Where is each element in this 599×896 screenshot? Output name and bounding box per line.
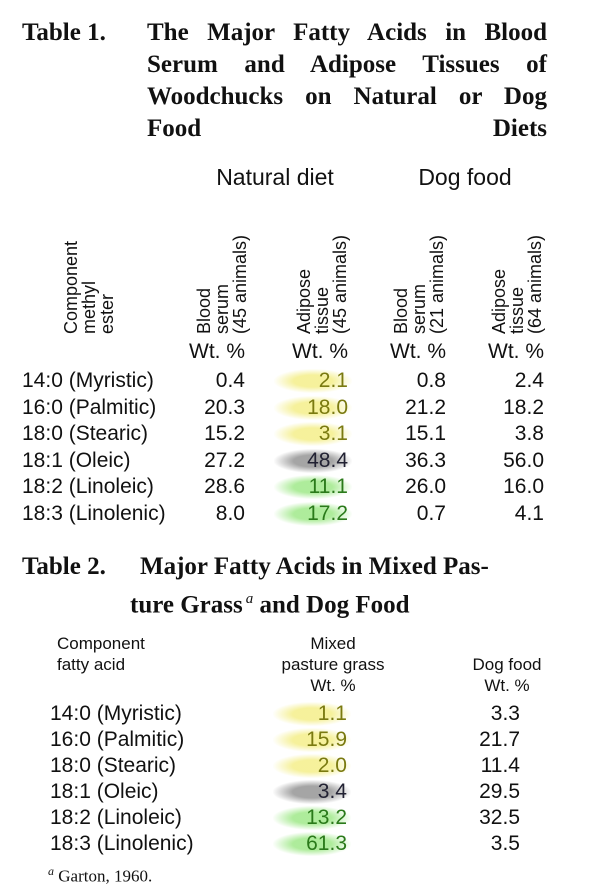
cell: 15.2 xyxy=(204,422,245,445)
cell: 2.0 xyxy=(273,754,351,778)
row-label: 18:0 (Stearic) xyxy=(22,422,149,445)
header-line: ester xyxy=(97,293,117,334)
row-label: 18:1 (Oleic) xyxy=(22,448,131,472)
header-line: Blood xyxy=(391,287,411,334)
footnote-text: Garton, 1960. xyxy=(58,866,153,886)
row-label: 14:0 (Myristic) xyxy=(22,369,154,392)
header-line: (21 animals) xyxy=(427,234,447,334)
row-label: 18:3 (Linolenic) xyxy=(50,832,194,855)
cell: 13.2 xyxy=(273,806,351,830)
cell: 1.1 xyxy=(273,702,351,726)
cell: 2.1 xyxy=(274,369,352,393)
unit-label: Wt. % xyxy=(189,340,245,363)
caption-line: The Major Fatty Acids in Blood xyxy=(147,19,547,46)
row-label: 16:0 (Palmitic) xyxy=(22,395,157,419)
caption-line: Serum and Adipose Tissues of xyxy=(147,51,547,78)
cell: 32.5 xyxy=(479,806,520,829)
cell: 3.8 xyxy=(514,422,544,445)
cell: 11.1 xyxy=(274,475,352,499)
cell: 0.7 xyxy=(416,501,446,525)
cell: 48.4 xyxy=(274,448,352,473)
unit-label: Wt. % xyxy=(488,340,544,363)
group-header: Dog food xyxy=(418,164,512,190)
cell: 3.1 xyxy=(274,422,352,446)
footnote-marker: a xyxy=(48,864,54,878)
cell: 61.3 xyxy=(273,832,351,856)
cell: 0.4 xyxy=(215,369,245,392)
cell: 56.0 xyxy=(503,448,544,472)
group-header: Natural diet xyxy=(216,164,334,190)
row-label: 16:0 (Palmitic) xyxy=(50,728,185,751)
header-line: (45 animals) xyxy=(330,234,350,334)
cell: 4.1 xyxy=(514,501,544,525)
column-header: Wt. % xyxy=(310,676,356,695)
column-header: Blood serum (45 animals) xyxy=(194,234,250,334)
cell: 29.5 xyxy=(479,780,520,803)
table-label: Table 1. xyxy=(22,19,106,46)
header-line: Component xyxy=(61,240,81,334)
cell: 15.9 xyxy=(273,728,351,752)
cell: 3.4 xyxy=(273,780,351,804)
cell: 2.4 xyxy=(514,369,544,392)
header-line: tissue xyxy=(507,286,527,334)
row-label: 18:0 (Stearic) xyxy=(50,754,177,777)
header-line: (45 animals) xyxy=(230,234,250,334)
cell: 3.3 xyxy=(490,702,520,725)
cell: 18.0 xyxy=(274,395,352,420)
row-label: 18:3 (Linolenic) xyxy=(22,501,166,525)
header-line: Adipose xyxy=(294,268,314,334)
row-label: 18:1 (Oleic) xyxy=(50,780,159,803)
cell: 27.2 xyxy=(204,448,245,472)
cell: 16.0 xyxy=(503,475,544,498)
row-header: Component xyxy=(57,634,145,653)
cell: 0.8 xyxy=(416,369,446,392)
row-label: 18:2 (Linoleic) xyxy=(22,475,154,498)
cell: 28.6 xyxy=(204,475,245,498)
header-line: methyl xyxy=(79,280,99,334)
cell: 15.1 xyxy=(405,422,446,445)
cell: 26.0 xyxy=(405,475,446,498)
caption-text: ture Grass xyxy=(130,591,243,619)
column-header: pasture grass xyxy=(281,655,385,674)
cell: 3.5 xyxy=(490,832,520,855)
caption-text: and Dog Food xyxy=(259,591,410,619)
header-line: serum xyxy=(212,283,232,334)
unit-label: Wt. % xyxy=(292,340,348,363)
cell: 18.2 xyxy=(503,395,544,419)
cell: 11.4 xyxy=(480,754,520,777)
column-header: Adipose tissue (64 animals) xyxy=(489,234,545,334)
cell: 36.3 xyxy=(405,448,446,472)
column-header: Dog food xyxy=(472,655,542,674)
unit-label: Wt. % xyxy=(390,340,446,363)
header-line: Blood xyxy=(194,287,214,334)
header-line: Adipose xyxy=(489,268,509,334)
footnote-marker: a xyxy=(245,591,254,607)
row-label: 14:0 (Myristic) xyxy=(50,702,182,725)
caption-line: Major Fatty Acids in Mixed Pas- xyxy=(140,553,489,580)
cell: 21.7 xyxy=(479,728,520,751)
column-header: Mixed xyxy=(310,634,356,653)
caption-line: ture Grass a and Dog Food xyxy=(130,583,410,621)
cell: 8.0 xyxy=(215,501,245,525)
table-label: Table 2. xyxy=(22,553,106,580)
caption-line: Food Diets xyxy=(147,115,547,142)
row-label: 18:2 (Linoleic) xyxy=(50,806,182,829)
row-header: Component methyl ester xyxy=(61,240,117,334)
column-header: Adipose tissue (45 animals) xyxy=(294,234,350,334)
cell: 20.3 xyxy=(204,395,245,419)
caption-line: Woodchucks on Natural or Dog xyxy=(147,83,547,110)
cell: 17.2 xyxy=(274,501,352,526)
column-header: Blood serum (21 animals) xyxy=(391,234,447,334)
footnote: a Garton, 1960. xyxy=(48,864,152,887)
header-line: tissue xyxy=(312,286,332,334)
header-line: (64 animals) xyxy=(525,234,545,334)
row-header: fatty acid xyxy=(57,655,126,674)
header-line: serum xyxy=(409,283,429,334)
cell: 21.2 xyxy=(405,395,446,419)
column-header: Wt. % xyxy=(484,676,530,695)
